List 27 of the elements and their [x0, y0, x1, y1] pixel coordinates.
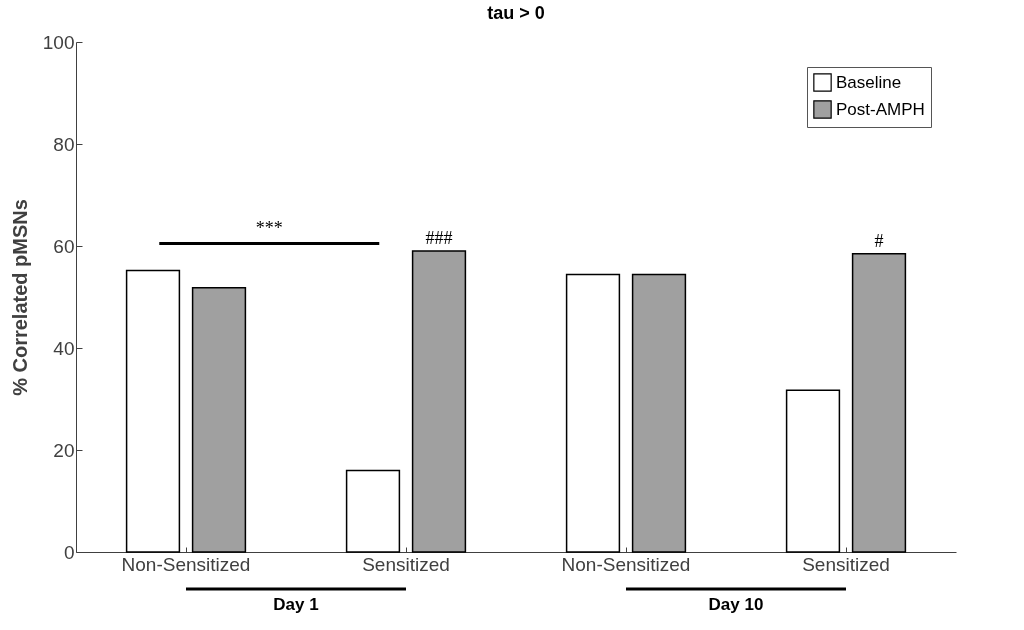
bar — [631, 273, 687, 553]
y-tick-label: 20 — [53, 439, 75, 461]
y-axis-title: % Correlated pMSNs — [8, 199, 31, 396]
x-tick-label: Non-Sensitized — [121, 553, 251, 575]
bar — [125, 269, 181, 553]
y-tick-label: 80 — [53, 133, 75, 155]
x-tick-label: Non-Sensitized — [561, 553, 691, 575]
text: Day 1 — [273, 595, 319, 614]
x-tick-label: Sensitized — [802, 553, 890, 575]
text: Day 10 — [708, 595, 764, 614]
bar — [411, 250, 467, 553]
bar — [345, 469, 401, 553]
bar — [851, 252, 907, 553]
legend-label: Baseline — [836, 72, 902, 92]
bar — [565, 273, 621, 553]
y-tick-label: 60 — [53, 235, 75, 257]
y-tick-label: 40 — [53, 337, 75, 359]
y-tick-label: 0 — [63, 541, 75, 563]
x-tick-label: Sensitized — [362, 553, 450, 575]
data-label: ### — [425, 228, 453, 249]
annotation: *** — [255, 218, 283, 239]
bar — [785, 389, 841, 553]
chart-title: tau > 0 — [487, 3, 545, 23]
y-tick-label: 100 — [42, 31, 75, 53]
bar — [191, 287, 247, 553]
data-label: # — [874, 230, 884, 251]
legend-label: Post-AMPH — [836, 99, 925, 119]
